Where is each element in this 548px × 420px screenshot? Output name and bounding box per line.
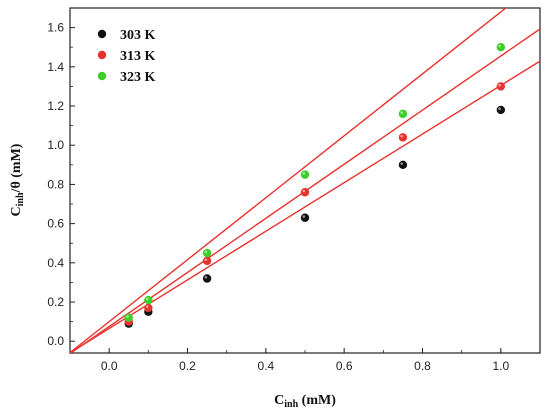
data-point [300,170,310,179]
data-point-highlight [302,189,306,193]
fit-line [70,60,540,353]
data-point [398,109,408,119]
data-point-highlight [126,315,129,318]
data-point-highlight [302,172,306,175]
data-point [124,313,133,322]
data-point-highlight [204,258,208,261]
data-point [300,188,310,197]
legend: 303 K 313 K 323 K [97,28,156,85]
data-point-highlight [204,250,208,254]
data-point-highlight [145,305,149,309]
data-point [398,160,408,170]
y-tick-label: 0.6 [47,217,64,231]
data-point [398,133,408,142]
y-tick-label: 0.8 [47,177,64,191]
legend-marker [97,71,107,81]
x-tick-label: 0.0 [101,359,118,373]
legend-marker [97,29,107,39]
data-point-highlight [302,215,306,218]
data-point-highlight [498,44,501,48]
legend-label: 323 K [120,70,156,85]
data-point-highlight [498,83,501,87]
x-axis-title: Cinh (mM) [274,393,336,410]
data-point-highlight [400,162,404,165]
data-point-highlight [498,107,501,111]
data-point [496,105,506,115]
x-tick-label: 0.8 [414,359,431,373]
legend-label: 303 K [120,28,156,43]
y-axis: 0.0 0.2 0.4 0.6 0.8 1.0 1.2 1.4 1.6 [47,21,75,348]
x-tick-label: 0.2 [179,359,196,373]
x-axis: 0.0 0.2 0.4 0.6 0.8 1.0 [69,348,541,373]
x-tick-label: 0.6 [336,359,353,373]
y-tick-label: 0.0 [47,334,64,348]
data-point [202,256,212,266]
data-point [144,303,153,313]
y-tick-label: 1.6 [47,21,64,35]
data-point [300,213,310,222]
data-point [202,274,212,283]
y-tick-label: 0.2 [47,295,64,309]
y-axis-title: Cinh/θ (mM) [9,143,26,216]
data-point-highlight [400,111,404,114]
data-point-highlight [204,276,208,279]
data-point-highlight [145,297,149,301]
data-point [144,295,153,305]
legend-marker [97,50,107,60]
legend-label: 313 K [120,49,156,64]
y-tick-label: 0.4 [47,256,64,270]
data-point [202,248,212,258]
y-tick-label: 1.4 [47,60,64,74]
x-tick-label: 1.0 [492,359,509,373]
x-tick-label: 0.4 [257,359,274,373]
y-tick-label: 1.0 [47,138,64,152]
data-point [496,43,506,52]
fit-line [70,8,507,353]
data-point [496,82,506,91]
y-tick-label: 1.2 [47,99,64,113]
data-points [124,43,506,328]
data-point-highlight [400,134,404,138]
